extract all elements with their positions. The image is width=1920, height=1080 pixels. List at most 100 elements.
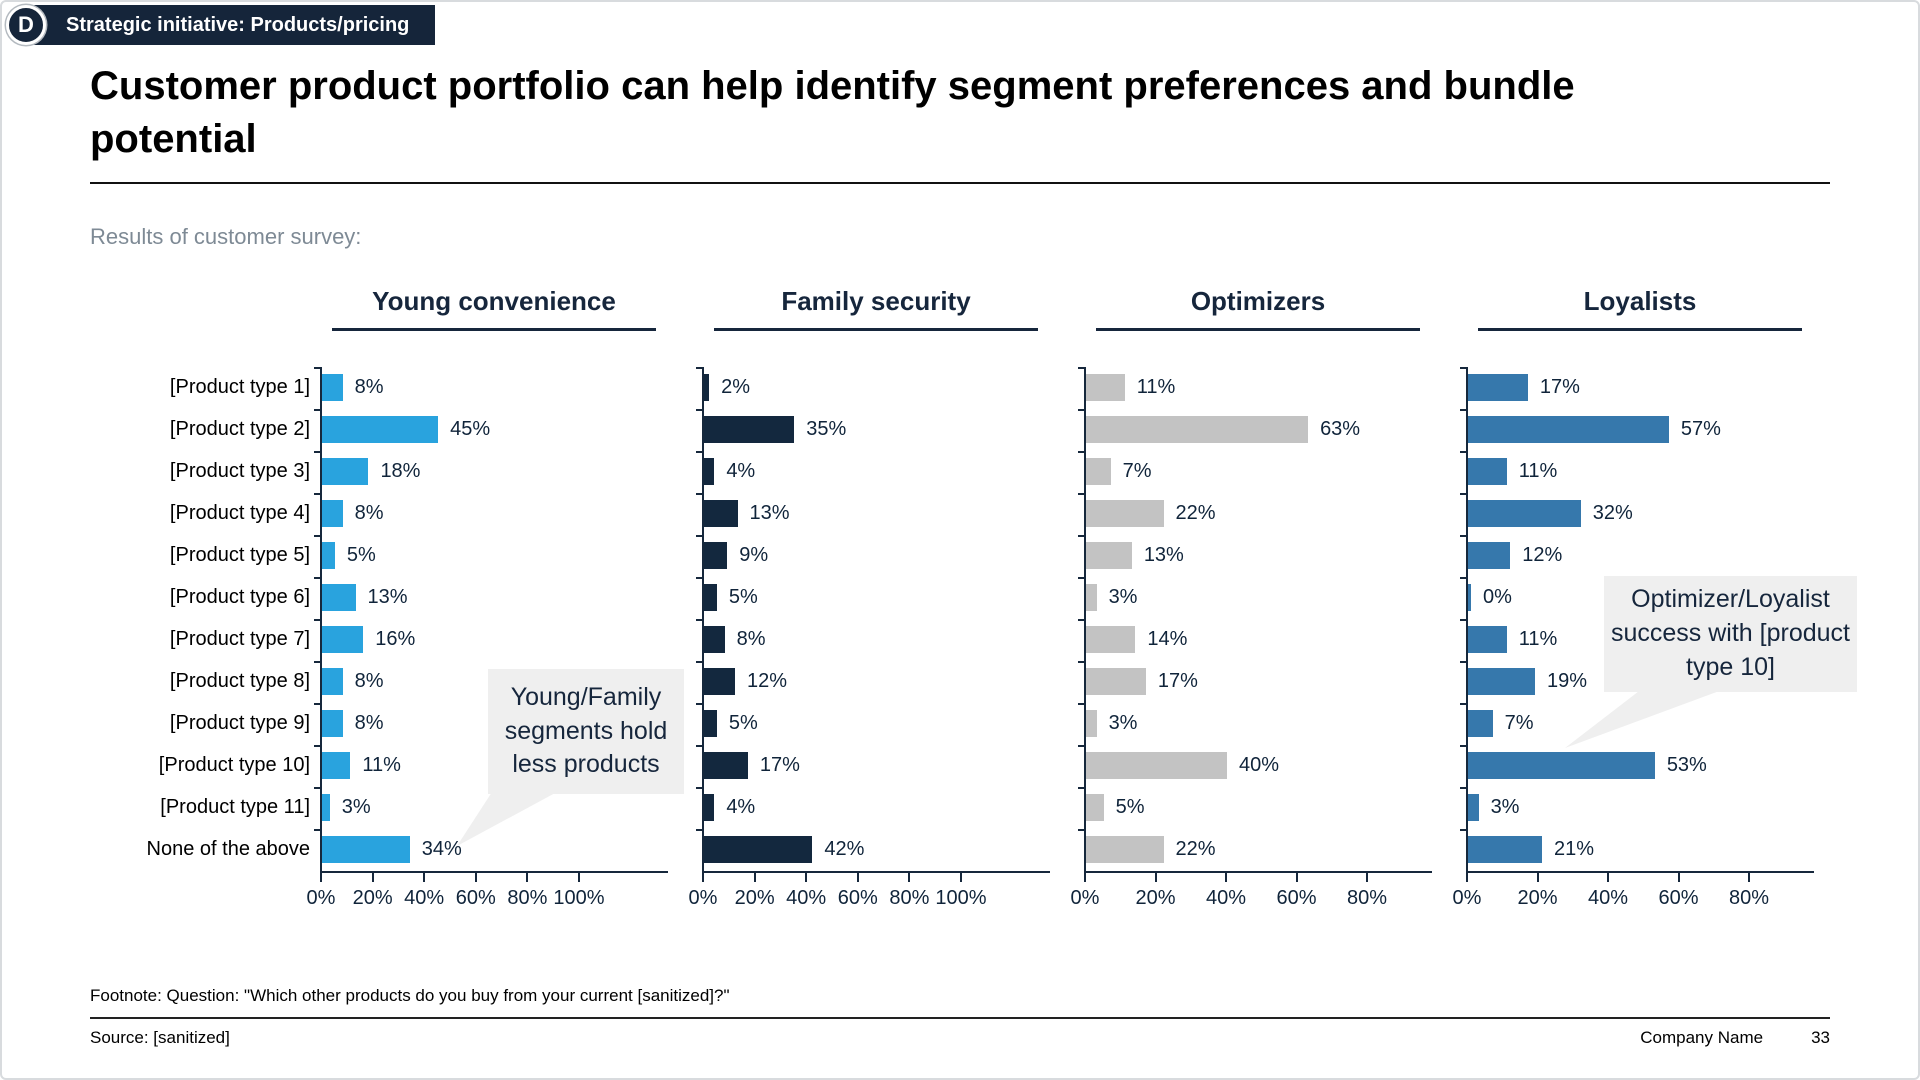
- bar-row-family-security-4: 13%: [704, 493, 1050, 535]
- x-tick-label: 40%: [786, 886, 827, 909]
- bar-row-young-convenience-9: 8%: [322, 703, 668, 745]
- category-tick: [1078, 744, 1085, 747]
- category-label-2: [Product type 2]: [169, 418, 310, 441]
- bar-row-loyalists-4: 32%: [1468, 493, 1814, 535]
- category-tick: [314, 618, 321, 621]
- bar-row-family-security-12: 42%: [704, 829, 1050, 871]
- category-tick: [1460, 828, 1467, 831]
- chart-panel-young-convenience: Young convenience 8% 45% 18% 8% 5% 13% 16% 8% 8% 1…: [307, 286, 668, 917]
- bar-young-convenience-12: [322, 836, 410, 864]
- category-tick: [1078, 702, 1085, 705]
- x-tick-mark: [1084, 872, 1086, 882]
- category-label-9: [Product type 9]: [169, 712, 310, 735]
- x-tick-label: 60%: [1276, 886, 1317, 909]
- chart-panel-optimizers: Optimizers 11% 63% 7% 22% 13% 3% 14% 17% 3% 40% 5% 2…: [1071, 286, 1432, 917]
- bar-value-loyalists-6: 0%: [1483, 586, 1512, 609]
- bar-loyalists-6: [1468, 584, 1471, 612]
- bar-value-family-security-5: 9%: [739, 544, 769, 567]
- bar-row-loyalists-2: 57%: [1468, 409, 1814, 451]
- category-label-4: [Product type 4]: [169, 502, 310, 525]
- bar-row-young-convenience-6: 13%: [322, 577, 668, 619]
- category-tick: [314, 492, 321, 495]
- bar-loyalists-5: [1468, 542, 1511, 570]
- category-tick: [1460, 660, 1467, 663]
- initiative-badge-label: Strategic initiative: Products/pricing: [28, 5, 436, 45]
- bar-young-convenience-10: [322, 752, 351, 780]
- bar-row-loyalists-11: 3%: [1468, 787, 1814, 829]
- bar-row-family-security-3: 4%: [704, 451, 1050, 493]
- bar-family-security-5: [704, 542, 728, 570]
- bar-family-security-6: [704, 584, 717, 612]
- bar-value-family-security-6: 5%: [728, 586, 758, 609]
- bar-value-young-convenience-8: 8%: [354, 670, 384, 693]
- bar-family-security-12: [704, 836, 813, 864]
- bar-young-convenience-3: [322, 458, 369, 486]
- bar-family-security-10: [704, 752, 748, 780]
- bar-young-convenience-4: [322, 500, 343, 528]
- bar-value-family-security-12: 42%: [824, 838, 865, 861]
- plot-family-security: 2% 35% 4% 13% 9% 5% 8% 12% 5% 17% 4% 42%: [696, 366, 1050, 871]
- bar-value-family-security-7: 8%: [736, 628, 766, 651]
- bar-loyalists-1: [1468, 374, 1528, 402]
- bar-value-loyalists-10: 53%: [1666, 754, 1707, 777]
- x-tick-label: 80%: [1728, 886, 1770, 909]
- bar-row-family-security-10: 17%: [704, 745, 1050, 787]
- category-label-6: [Product type 6]: [169, 586, 310, 609]
- x-tick-mark: [474, 872, 477, 882]
- category-tick: [1078, 786, 1085, 789]
- category-label-11: [Product type 11]: [160, 796, 310, 819]
- bar-value-young-convenience-10: 11%: [362, 754, 401, 777]
- bar-row-young-convenience-8: 8%: [322, 661, 668, 703]
- bar-value-loyalists-7: 11%: [1518, 628, 1558, 651]
- bar-family-security-11: [704, 794, 715, 822]
- bar-value-young-convenience-12: 34%: [421, 838, 462, 861]
- bar-optimizers-8: [1086, 668, 1146, 696]
- bar-value-young-convenience-5: 5%: [346, 544, 376, 567]
- bar-value-optimizers-1: 11%: [1136, 376, 1176, 399]
- bar-row-young-convenience-1: 8%: [322, 367, 668, 409]
- bar-value-family-security-11: 4%: [726, 796, 756, 819]
- category-tick: [696, 660, 703, 663]
- x-tick-label: 20%: [352, 886, 393, 909]
- bar-row-optimizers-11: 5%: [1086, 787, 1432, 829]
- x-tick-mark: [526, 872, 529, 882]
- x-tick-mark: [1748, 872, 1750, 882]
- bar-row-young-convenience-2: 45%: [322, 409, 668, 451]
- labels-spacer: [90, 286, 320, 367]
- bar-row-optimizers-10: 40%: [1086, 745, 1432, 787]
- category-tick: [696, 786, 703, 789]
- category-tick: [696, 366, 703, 369]
- bar-row-family-security-1: 2%: [704, 367, 1050, 409]
- plot-young-convenience: 8% 45% 18% 8% 5% 13% 16% 8% 8% 11% 3% 34%: [314, 366, 668, 871]
- x-tick-label: 40%: [404, 886, 445, 909]
- bar-value-optimizers-4: 22%: [1175, 502, 1216, 525]
- bar-row-young-convenience-3: 18%: [322, 451, 668, 493]
- title-divider: [90, 181, 1830, 184]
- x-tick-label: 60%: [455, 886, 496, 909]
- bar-value-loyalists-5: 12%: [1522, 544, 1563, 567]
- bar-row-optimizers-3: 7%: [1086, 451, 1432, 493]
- bar-young-convenience-11: [322, 794, 330, 822]
- bar-row-family-security-2: 35%: [704, 409, 1050, 451]
- bar-row-family-security-7: 8%: [704, 619, 1050, 661]
- bar-value-optimizers-9: 3%: [1108, 712, 1138, 735]
- x-tick-mark: [1677, 872, 1680, 882]
- bar-value-optimizers-3: 7%: [1122, 460, 1152, 483]
- callout-young-family: Young/Family segments hold less products: [488, 669, 684, 794]
- bar-optimizers-11: [1086, 794, 1104, 822]
- bar-loyalists-7: [1468, 626, 1507, 654]
- category-tick: [696, 450, 703, 453]
- bar-value-loyalists-4: 32%: [1592, 502, 1633, 525]
- bar-row-family-security-11: 4%: [704, 787, 1050, 829]
- category-label-3: [Product type 3]: [169, 460, 310, 483]
- plot-optimizers: 11% 63% 7% 22% 13% 3% 14% 17% 3% 40% 5% 22%: [1078, 366, 1432, 871]
- bar-value-loyalists-3: 11%: [1518, 460, 1558, 483]
- category-tick: [696, 492, 703, 495]
- bar-value-young-convenience-6: 13%: [367, 586, 408, 609]
- callout-young-family-text: Young/Family segments hold less products: [504, 682, 668, 779]
- bar-row-loyalists-6: 0%: [1468, 577, 1814, 619]
- bar-optimizers-3: [1086, 458, 1111, 486]
- x-tick-mark: [1607, 872, 1609, 882]
- category-tick: [696, 828, 703, 831]
- bar-optimizers-9: [1086, 710, 1097, 738]
